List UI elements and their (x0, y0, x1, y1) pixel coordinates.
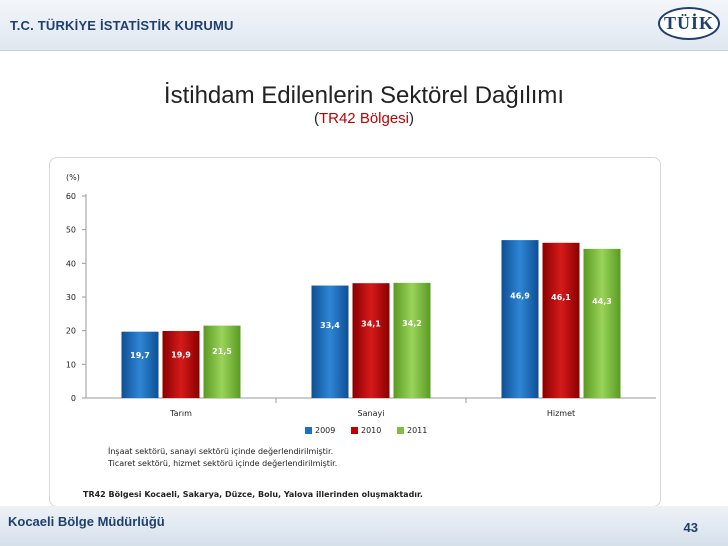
y-tick-label: 40 (66, 259, 76, 268)
y-tick-label: 10 (66, 360, 76, 369)
data-label-sanayi-2009: 33,4 (320, 321, 340, 330)
legend-label-2010: 2010 (361, 426, 381, 435)
slide-header: T.C. TÜRKİYE İSTATİSTİK KURUMU TÜİK (0, 0, 728, 51)
legend-label-2009: 2009 (315, 426, 335, 435)
data-label-hizmet-2010: 46,1 (551, 293, 571, 302)
legend-swatch-2011 (397, 427, 404, 434)
x-category-label: Sanayi (358, 409, 385, 418)
data-label-tarım-2009: 19,7 (130, 351, 150, 360)
legend-label-2011: 2011 (407, 426, 427, 435)
bar-sanayi-2011 (393, 282, 431, 398)
bar-hizmet-2010 (542, 242, 580, 398)
bar-sanayi-2010 (352, 283, 390, 398)
y-tick-label: 20 (66, 327, 76, 336)
x-category-label: Tarım (169, 409, 192, 418)
bar-tarım-2011 (203, 325, 241, 398)
slide-subtitle: (TR42 Bölgesi) (0, 110, 728, 127)
subtitle-region: TR42 Bölgesi (318, 110, 410, 127)
data-label-hizmet-2011: 44,3 (592, 297, 612, 306)
bar-tarım-2010 (162, 331, 200, 398)
page-number: 43 (683, 520, 698, 535)
data-label-tarım-2011: 21,5 (212, 347, 232, 356)
data-label-hizmet-2009: 46,9 (510, 291, 530, 300)
bar-hizmet-2011 (583, 248, 621, 398)
chart-footnote: TR42 Bölgesi Kocaeli, Sakarya, Düzce, Bo… (83, 490, 423, 499)
organization-name: T.C. TÜRKİYE İSTATİSTİK KURUMU (10, 18, 234, 33)
legend-swatch-2010 (351, 427, 358, 434)
x-category-label: Hizmet (547, 409, 575, 418)
bar-tarım-2009 (121, 331, 159, 398)
data-label-tarım-2010: 19,9 (171, 350, 191, 359)
slide-footer: Kocaeli Bölge Müdürlüğü 43 (0, 506, 728, 546)
y-tick-label: 50 (66, 226, 76, 235)
y-unit-label: (%) (66, 173, 80, 182)
data-label-sanayi-2010: 34,1 (361, 319, 381, 328)
region-office: Kocaeli Bölge Müdürlüğü (8, 514, 165, 529)
bar-sanayi-2009 (311, 285, 349, 398)
y-tick-label: 0 (71, 394, 76, 403)
bar-hizmet-2009 (501, 240, 539, 398)
slide-title: İstihdam Edilenlerin Sektörel Dağılımı (163, 82, 565, 109)
chart-note-1: İnşaat sektörü, sanayi sektörü içinde de… (108, 446, 333, 456)
chart-note-2: Ticaret sektörü, hizmet sektörü içinde d… (107, 459, 337, 468)
y-tick-label: 60 (66, 192, 76, 201)
bar-chart: (%) 0 10 20 30 40 50 60 19,7 19,9 21,5 Tarım 33,4 34,… (66, 173, 656, 499)
legend-swatch-2009 (305, 427, 312, 434)
subtitle-close: ) (409, 110, 415, 127)
subtitle-open: ( (313, 110, 319, 127)
tuik-logo: TÜİK (658, 7, 720, 40)
chart-frame: (%) 0 10 20 30 40 50 60 19,7 19,9 21,5 Tarım 33,4 34,… (49, 157, 661, 507)
data-label-sanayi-2011: 34,2 (402, 319, 422, 328)
y-tick-label: 30 (66, 293, 76, 302)
